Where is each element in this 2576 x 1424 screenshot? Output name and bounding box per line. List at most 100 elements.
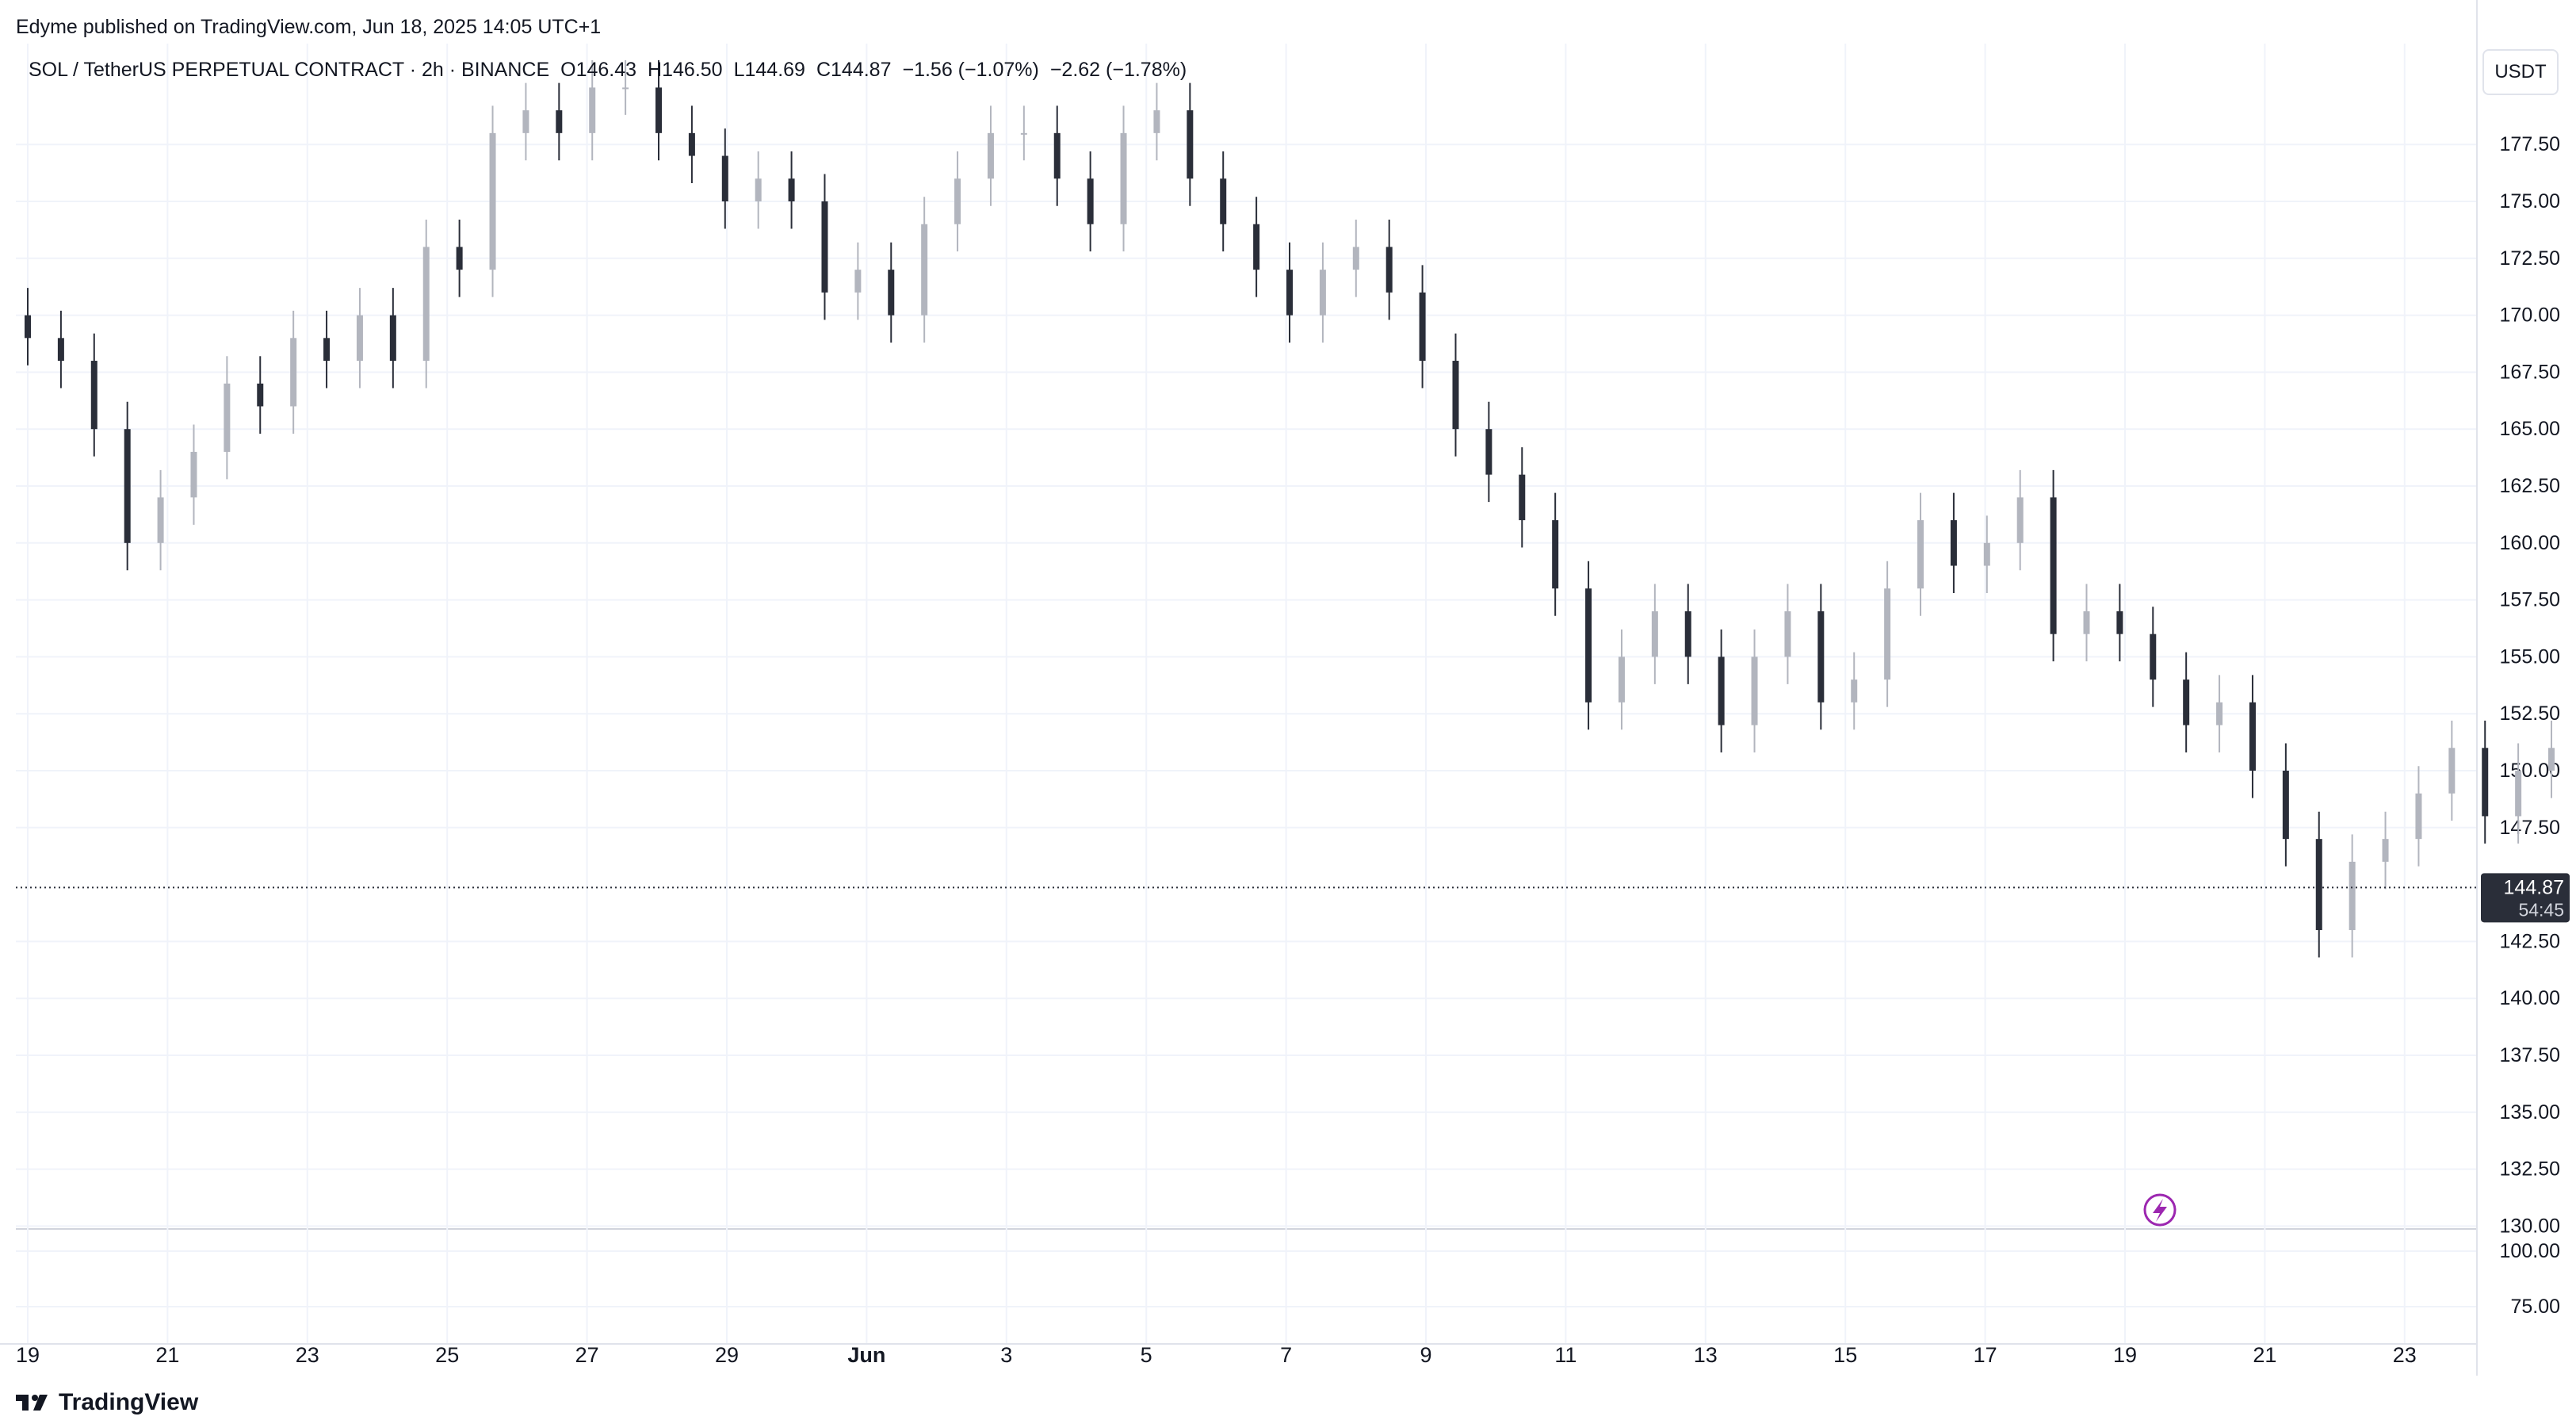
x-tick-label: 19: [16, 1343, 40, 1367]
candle-body: [224, 383, 231, 452]
ohlc-close: C144.87: [816, 59, 892, 81]
candle-body: [1585, 588, 1592, 702]
y-tick-label: 167.50: [2500, 361, 2560, 383]
candle-body: [456, 247, 463, 270]
candle-body: [954, 178, 961, 224]
x-tick-label: 19: [2113, 1343, 2137, 1367]
candle-body: [422, 247, 430, 362]
candle-body: [2249, 702, 2256, 771]
candle-body: [323, 338, 331, 362]
candle-body: [2050, 497, 2057, 634]
candle-body: [2282, 771, 2289, 840]
tradingview-logo-icon: [16, 1395, 48, 1411]
x-tick-label: 15: [1833, 1343, 1857, 1367]
candle-body: [1452, 361, 1459, 430]
candle-body: [190, 451, 197, 498]
candle-body: [589, 87, 596, 133]
candle-body: [921, 224, 928, 316]
candle-body: [1651, 611, 1658, 657]
candle-body: [1718, 656, 1725, 725]
candle-body: [854, 270, 862, 293]
candle-body: [987, 132, 994, 179]
candle-body: [1817, 611, 1825, 702]
candle-body: [1020, 132, 1027, 135]
candle-body: [2548, 748, 2555, 771]
candle-body: [2482, 748, 2489, 817]
candle-body: [622, 87, 629, 90]
y-tick-label: 130.00: [2500, 1215, 2560, 1237]
candle-body: [2382, 839, 2389, 862]
y-tick-label: 132.50: [2500, 1158, 2560, 1181]
candle-body: [389, 315, 396, 362]
candle-body: [688, 132, 695, 156]
candle-body: [1220, 178, 1227, 224]
ohlc-low: L144.69: [733, 59, 805, 81]
y-tick-label: 177.50: [2500, 133, 2560, 155]
y-tick-label: 172.50: [2500, 247, 2560, 270]
x-tick-label: 21: [2253, 1343, 2276, 1367]
candle-body: [888, 270, 895, 316]
x-tick-label: 21: [155, 1343, 179, 1367]
candle-body: [489, 132, 496, 270]
candle-body: [1120, 132, 1127, 224]
y-tick-label: 147.50: [2500, 817, 2560, 839]
countdown-label: 54:45: [2518, 899, 2564, 920]
candle-body: [556, 110, 563, 133]
y-tick-label: 140.00: [2500, 987, 2560, 1009]
candle-body: [157, 497, 164, 543]
candle-body: [257, 383, 264, 407]
x-tick-label: 3: [1000, 1343, 1012, 1367]
candle-body: [1385, 247, 1393, 293]
tradingview-logo[interactable]: TradingView: [16, 1389, 198, 1416]
candle-body: [821, 201, 828, 293]
candle-body: [356, 315, 363, 362]
candle-body: [1286, 270, 1294, 316]
candle-body: [2216, 702, 2223, 725]
x-tick-label: 23: [296, 1343, 319, 1367]
candle-body: [1319, 270, 1326, 316]
candle-body: [57, 338, 64, 362]
candle-body: [1253, 224, 1260, 270]
ohlc-high: H146.50: [648, 59, 723, 81]
x-tick-label: 25: [435, 1343, 459, 1367]
candle-body: [2150, 634, 2157, 680]
candle-body: [721, 155, 728, 201]
price-change: −1.56 (−1.07%): [902, 59, 1039, 81]
x-tick-label: 27: [575, 1343, 599, 1367]
candle-body: [1552, 520, 1559, 589]
x-tick-label: 13: [1694, 1343, 1718, 1367]
x-tick-label: 11: [1554, 1343, 1577, 1367]
y-tick-label: 152.50: [2500, 702, 2560, 725]
candle-body: [1950, 520, 1957, 566]
candle-body: [2415, 793, 2422, 840]
y-tick-label: 160.00: [2500, 532, 2560, 554]
candle-body: [90, 361, 97, 430]
symbol-legend: SOL / TetherUS PERPETUAL CONTRACT · 2h ·…: [29, 59, 1198, 82]
currency-button[interactable]: USDT: [2482, 49, 2559, 95]
candle-body: [1519, 474, 1526, 521]
symbol-title[interactable]: SOL / TetherUS PERPETUAL CONTRACT · 2h ·…: [29, 59, 550, 81]
candle-body: [1751, 656, 1758, 725]
candle-body: [1851, 679, 1858, 702]
lightning-bolt-icon: [2153, 1199, 2167, 1222]
x-tick-label: 7: [1280, 1343, 1292, 1367]
candle-body: [2349, 861, 2356, 931]
candle-body: [1983, 542, 1990, 566]
candle-body: [290, 338, 297, 407]
price-change-2: −2.62 (−1.78%): [1049, 59, 1187, 81]
x-tick-label: 29: [715, 1343, 739, 1367]
y-tick-label: 165.00: [2500, 418, 2560, 440]
x-tick-label: 5: [1141, 1343, 1152, 1367]
volume-tick-label: 100.00: [2500, 1240, 2560, 1262]
x-tick-label: Jun: [847, 1343, 885, 1367]
ohlc-open: O146.43: [560, 59, 637, 81]
candle-body: [522, 110, 529, 133]
x-tick-label: 23: [2393, 1343, 2417, 1367]
y-tick-label: 157.50: [2500, 589, 2560, 611]
candle-body: [1618, 656, 1625, 702]
candle-body: [1884, 588, 1891, 680]
x-tick-label: 17: [1974, 1343, 1997, 1367]
last-price-tag: [2481, 873, 2570, 923]
candle-body: [1684, 611, 1691, 657]
